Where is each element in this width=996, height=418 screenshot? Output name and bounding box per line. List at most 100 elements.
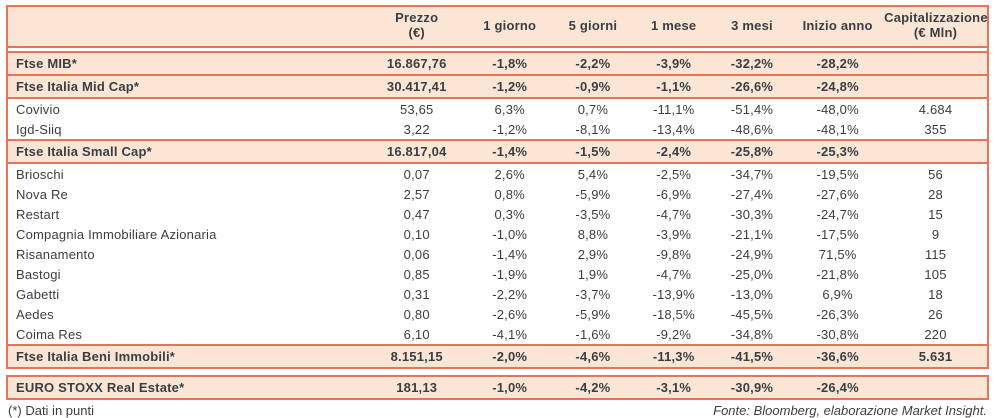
table-row-covivio: Covivio 53,65 6,3% 0,7% -11,1% -51,4% -4… <box>8 99 987 119</box>
cell-1-mese: -3,1% <box>656 380 692 395</box>
cell-inizio-anno: -26,3% <box>816 306 859 322</box>
cell-1-mese: -2,4% <box>656 144 692 159</box>
cell-1-giorno: -1,2% <box>492 79 528 94</box>
cell-1-mese: -9,2% <box>656 326 692 342</box>
cell-1-mese: -4,7% <box>656 206 692 222</box>
cell-inizio-anno: -28,2% <box>816 56 859 71</box>
cell-1-mese: -3,9% <box>656 56 692 71</box>
table-row-aedes: Aedes 0,80 -2,6% -5,9% -18,5% -45,5% -26… <box>8 304 987 324</box>
market-table: Prezzo (€) 1 giorno 5 giorni 1 mese 3 me… <box>6 5 989 369</box>
cell-1-giorno: -1,4% <box>492 246 528 262</box>
cell-prezzo: 30.417,41 <box>386 79 447 94</box>
cell-1-giorno: -4,1% <box>492 326 528 342</box>
cell-prezzo: 0,10 <box>403 226 430 242</box>
cell-prezzo: 53,65 <box>399 101 434 117</box>
col-header-1-giorno: 1 giorno <box>483 17 537 33</box>
table-row-gabetti: Gabetti 0,31 -2,2% -3,7% -13,9% -13,0% 6… <box>8 284 987 304</box>
col-header-inizio-anno: Inizio anno <box>802 17 873 33</box>
col-header-capitalizzazione: Capitalizzazione (€ Mln) <box>884 10 988 41</box>
cell-inizio-anno: -24,8% <box>816 79 859 94</box>
cell-3-mesi: -25,0% <box>730 266 774 282</box>
table-row-nova-re: Nova Re 2,57 0,8% -5,9% -6,9% -27,4% -27… <box>8 184 987 204</box>
row-name: Risanamento <box>16 246 95 262</box>
cell-1-giorno: -2,0% <box>492 349 528 364</box>
cell-capitalizzazione: 9 <box>931 226 940 242</box>
row-name: Aedes <box>16 306 54 322</box>
cell-prezzo: 16.817,04 <box>386 144 447 159</box>
table-row-igd-siiq: Igd-Siiq 3,22 -1,2% -8,1% -13,4% -48,6% … <box>8 119 987 139</box>
cell-inizio-anno: -19,5% <box>816 166 859 182</box>
cell-3-mesi: -51,4% <box>730 101 774 117</box>
cell-3-mesi: -41,5% <box>730 349 774 364</box>
cell-3-mesi: -32,2% <box>730 56 774 71</box>
cell-5-giorni: -3,5% <box>575 206 611 222</box>
cell-1-mese: -18,5% <box>652 306 695 322</box>
col-header-prezzo: Prezzo (€) <box>365 10 468 41</box>
table-row-ftse-mib: Ftse MIB* 16.867,76 -1,8% -2,2% -3,9% -3… <box>8 53 987 76</box>
cell-prezzo: 0,06 <box>403 246 430 262</box>
cell-1-giorno: 6,3% <box>494 101 525 117</box>
footnote-dati-in-punti: (*) Dati in punti <box>8 403 94 418</box>
cell-capitalizzazione: 26 <box>928 306 943 322</box>
row-name: Ftse Italia Small Cap* <box>16 144 152 159</box>
cell-1-giorno: -1,4% <box>492 144 528 159</box>
table-row-euro-stoxx-real-estate: EURO STOXX Real Estate* 181,13 -1,0% -4,… <box>8 377 987 398</box>
cell-3-mesi: -25,8% <box>730 144 774 159</box>
cell-3-mesi: -34,7% <box>730 166 774 182</box>
row-name: Gabetti <box>16 286 60 302</box>
cell-inizio-anno: -24,7% <box>816 206 859 222</box>
row-name: EURO STOXX Real Estate* <box>16 380 185 395</box>
col-header-prezzo-line1: Prezzo <box>395 10 439 26</box>
header-row: Prezzo (€) 1 giorno 5 giorni 1 mese 3 me… <box>8 7 988 48</box>
cell-1-giorno: -1,0% <box>492 226 528 242</box>
cell-inizio-anno: -26,4% <box>816 380 859 395</box>
cell-prezzo: 6,10 <box>403 326 430 342</box>
col-header-cap-line1: Capitalizzazione <box>884 10 988 26</box>
row-name: Brioschi <box>16 166 64 182</box>
cell-5-giorni: 8,8% <box>577 226 609 242</box>
row-name: Ftse Italia Mid Cap* <box>16 79 140 94</box>
cell-1-mese: -11,3% <box>652 349 695 364</box>
row-name: Bastogi <box>16 266 61 282</box>
cell-1-giorno: 2,6% <box>494 166 525 182</box>
source-attribution: Fonte: Bloomberg, elaborazione Market In… <box>713 403 987 418</box>
cell-5-giorni: -4,6% <box>575 349 611 364</box>
cell-1-giorno: -1,9% <box>492 266 528 282</box>
cell-3-mesi: -24,9% <box>730 246 774 262</box>
cell-1-mese: -13,9% <box>652 286 695 302</box>
cell-prezzo: 0,80 <box>403 306 430 322</box>
table-row-risanamento: Risanamento 0,06 -1,4% 2,9% -9,8% -24,9%… <box>8 244 987 264</box>
cell-1-mese: -2,5% <box>656 166 692 182</box>
euro-stoxx-table: EURO STOXX Real Estate* 181,13 -1,0% -4,… <box>6 375 989 400</box>
cell-capitalizzazione: 115 <box>924 246 947 262</box>
cell-prezzo: 0,31 <box>403 286 430 302</box>
cell-3-mesi: -13,0% <box>730 286 774 302</box>
cell-inizio-anno: 6,9% <box>822 286 853 302</box>
cell-prezzo: 181,13 <box>396 380 438 395</box>
cell-capitalizzazione: 355 <box>924 121 947 137</box>
col-header-1-mese: 1 mese <box>651 17 697 33</box>
col-header-cap-line2: (€ Mln) <box>913 25 958 40</box>
cell-5-giorni: -1,5% <box>575 144 611 159</box>
cell-5-giorni: 5,4% <box>577 166 609 182</box>
cell-1-giorno: -1,2% <box>492 121 528 137</box>
footnote-bar: (*) Dati in punti Fonte: Bloomberg, elab… <box>6 400 989 418</box>
cell-capitalizzazione: 220 <box>924 326 947 342</box>
col-header-prezzo-line2: (€) <box>408 25 425 40</box>
cell-1-giorno: -1,0% <box>492 380 528 395</box>
table-row-compagnia-immobiliare-azionaria: Compagnia Immobiliare Azionaria 0,10 -1,… <box>8 224 987 244</box>
cell-inizio-anno: -17,5% <box>816 226 859 242</box>
cell-capitalizzazione: 4.684 <box>918 101 953 117</box>
row-name: Compagnia Immobiliare Azionaria <box>16 226 217 242</box>
cell-capitalizzazione: 56 <box>928 166 943 182</box>
row-name: Restart <box>16 206 60 222</box>
cell-1-mese: -3,9% <box>656 226 692 242</box>
cell-3-mesi: -45,5% <box>730 306 774 322</box>
cell-1-giorno: -1,8% <box>492 56 528 71</box>
row-name: Ftse Italia Beni Immobili* <box>16 349 176 364</box>
cell-3-mesi: -34,8% <box>730 326 774 342</box>
row-name: Coima Res <box>16 326 83 342</box>
col-header-3-mesi: 3 mesi <box>731 17 773 33</box>
cell-3-mesi: -48,6% <box>730 121 774 137</box>
cell-capitalizzazione: 105 <box>924 266 947 282</box>
